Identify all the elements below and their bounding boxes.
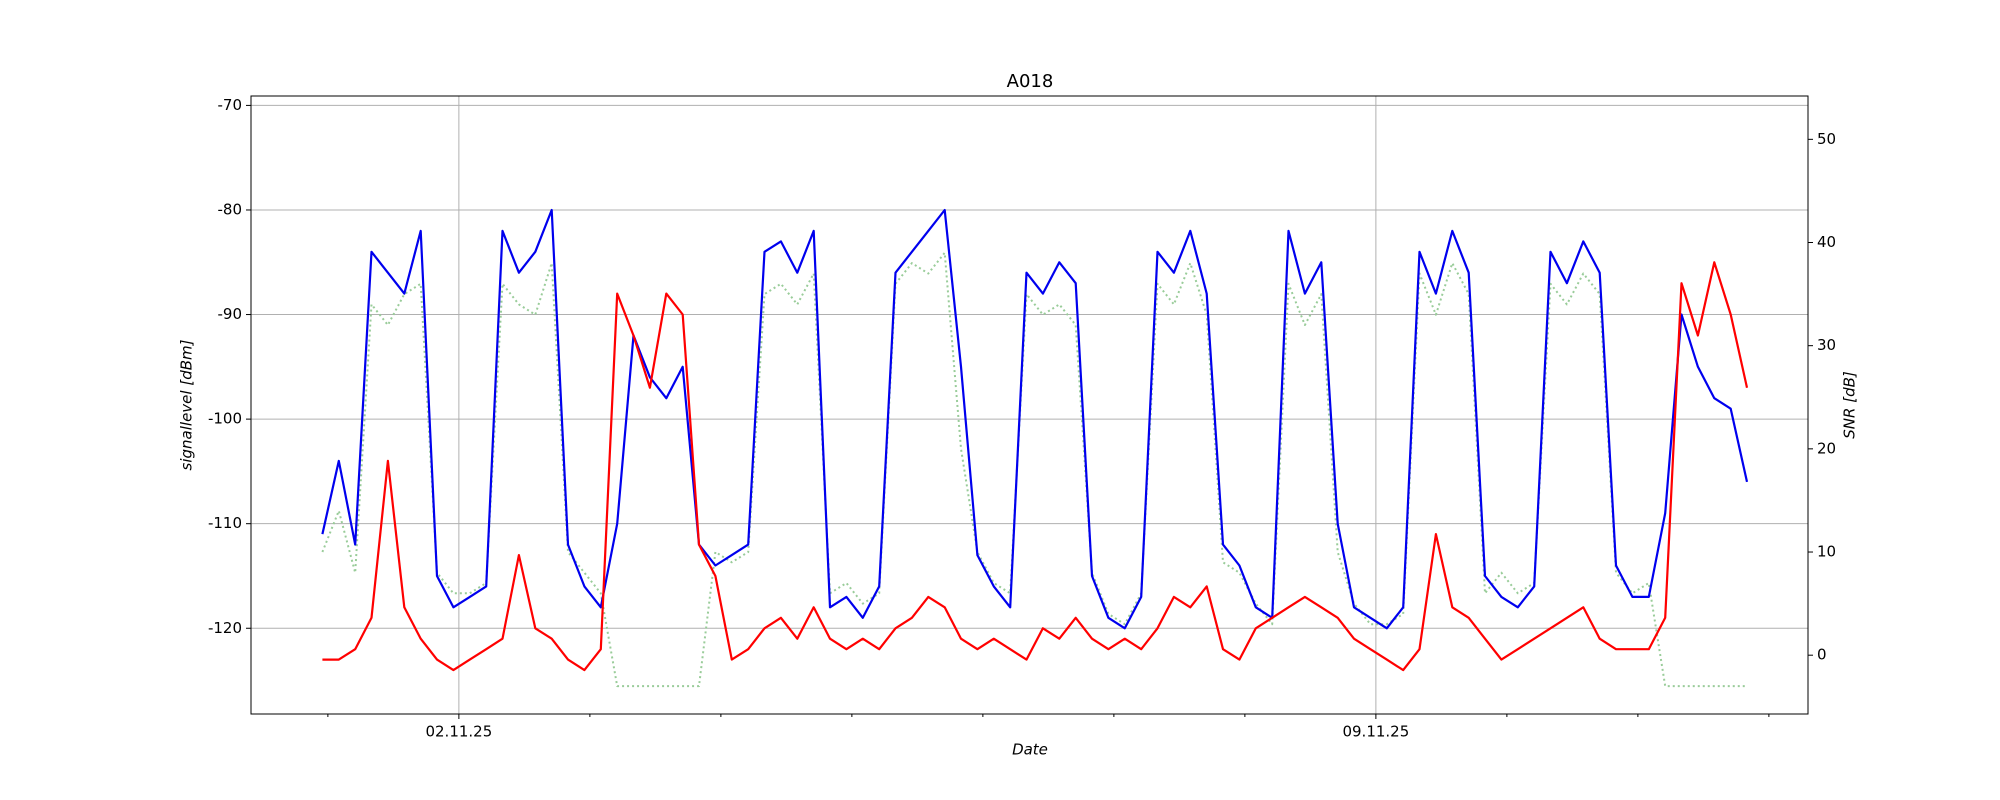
series-line (322, 261, 1749, 672)
y-tick-label: -120 (208, 619, 242, 637)
y2-tick-label: 10 (1817, 543, 1836, 561)
y-tick-label: -90 (218, 305, 243, 323)
x-tick-label: 09.11.25 (1342, 723, 1409, 741)
y2-tick-label: 30 (1817, 336, 1836, 354)
x-axis-label: Date (1012, 741, 1048, 759)
y-tick-label: -80 (218, 200, 243, 218)
series-line (321, 208, 1749, 630)
y-tick-label: -110 (208, 514, 242, 532)
y2-tick-label: 20 (1817, 439, 1836, 457)
y-tick-label: -100 (208, 410, 242, 428)
chart-title: A018 (1007, 71, 1054, 92)
x-tick-label: 02.11.25 (425, 723, 492, 741)
plot-frame (250, 95, 1809, 715)
y2-tick-label: 50 (1817, 130, 1836, 148)
y2-tick-label: 0 (1817, 646, 1827, 664)
y-axis-label: signallevel [dBm] (178, 339, 196, 470)
y2-tick-label: 40 (1817, 233, 1836, 251)
series-line (321, 251, 1747, 688)
y-tick-label: -70 (218, 96, 243, 114)
y2-axis-label: SNR [dB] (1841, 371, 1859, 439)
